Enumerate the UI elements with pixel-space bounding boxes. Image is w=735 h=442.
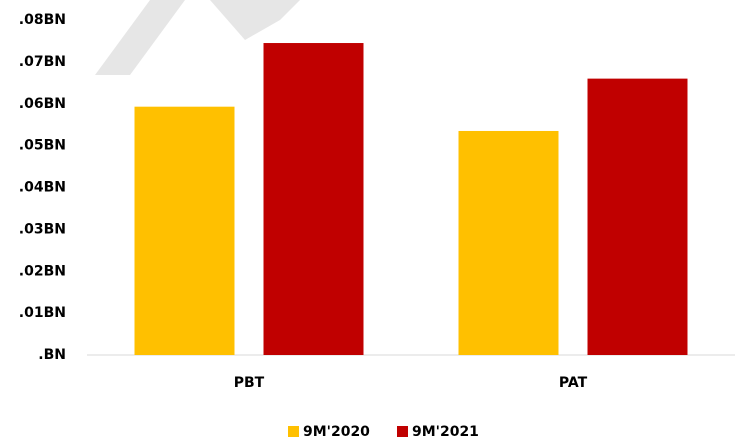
legend-label: 9M'2020 (303, 424, 370, 440)
bar (263, 43, 364, 355)
y-tick-label: .04BN (19, 180, 66, 196)
y-tick-label: .01BN (19, 305, 66, 321)
y-tick-label: .BN (38, 347, 66, 363)
legend-label: 9M'2021 (412, 424, 479, 440)
y-tick-label: .07BN (19, 54, 66, 70)
x-tick-label: PAT (559, 375, 588, 391)
bar (134, 106, 235, 356)
y-tick-label: .02BN (19, 263, 66, 279)
bar (587, 78, 688, 355)
y-tick-label: .05BN (19, 138, 66, 154)
y-tick-label: .03BN (19, 221, 66, 237)
legend-swatch (397, 426, 408, 437)
y-tick-label: .06BN (19, 96, 66, 112)
bar (458, 130, 559, 355)
y-tick-label: .08BN (19, 12, 66, 28)
x-tick-label: PBT (234, 375, 265, 391)
legend-swatch (288, 426, 299, 437)
watermark (95, 0, 300, 75)
